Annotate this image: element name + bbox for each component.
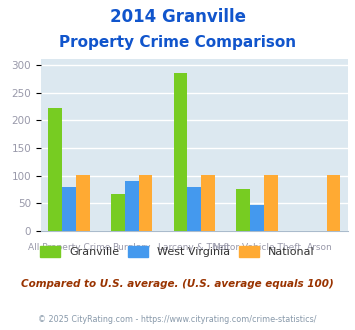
Bar [111,194,125,231]
Text: Motor Vehicle Theft: Motor Vehicle Theft [213,243,301,252]
Bar [62,187,76,231]
Text: Compared to U.S. average. (U.S. average equals 100): Compared to U.S. average. (U.S. average … [21,279,334,289]
Text: All Property Crime: All Property Crime [28,243,110,252]
Bar [201,175,215,231]
Bar [327,175,340,231]
Bar [174,73,187,231]
Bar [236,189,250,231]
Text: Larceny & Theft: Larceny & Theft [158,243,230,252]
Bar [250,205,264,231]
Text: © 2025 CityRating.com - https://www.cityrating.com/crime-statistics/: © 2025 CityRating.com - https://www.city… [38,315,317,324]
Bar [76,175,90,231]
Bar [187,187,201,231]
Bar [138,175,152,231]
Text: Property Crime Comparison: Property Crime Comparison [59,35,296,50]
Text: Burglary: Burglary [113,243,151,252]
Text: Arson: Arson [307,243,333,252]
Bar [48,108,62,231]
Bar [264,175,278,231]
Legend: Granville, West Virginia, National: Granville, West Virginia, National [36,242,319,261]
Bar [125,181,138,231]
Text: 2014 Granville: 2014 Granville [109,8,246,26]
